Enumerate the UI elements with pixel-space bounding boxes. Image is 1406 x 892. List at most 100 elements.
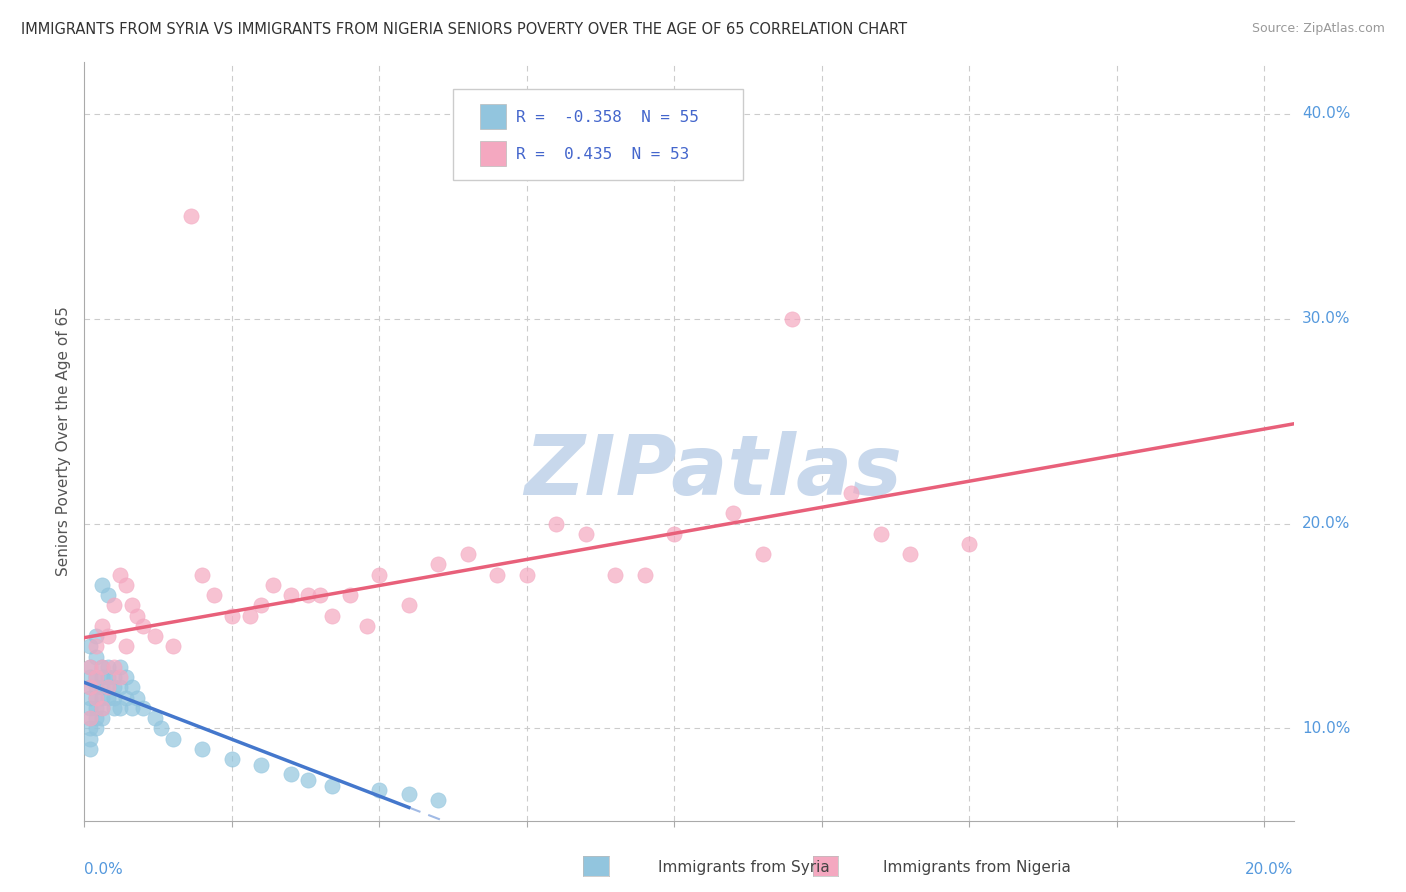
Point	[634, 567, 657, 582]
Point	[202, 588, 225, 602]
Point	[103, 681, 125, 695]
Text: 20.0%: 20.0%	[1302, 516, 1350, 531]
Point	[84, 649, 107, 664]
Bar	[479, 104, 506, 129]
Point	[191, 742, 214, 756]
Point	[91, 619, 114, 633]
Point	[97, 629, 120, 643]
Point	[280, 766, 302, 780]
Point	[108, 701, 131, 715]
Point	[280, 588, 302, 602]
Text: R =  0.435  N = 53: R = 0.435 N = 53	[516, 146, 689, 161]
Point	[121, 681, 143, 695]
Point	[664, 526, 686, 541]
Point	[103, 701, 125, 715]
Point	[79, 711, 101, 725]
Point	[84, 690, 107, 705]
Point	[132, 619, 155, 633]
Point	[486, 567, 509, 582]
Point	[121, 701, 143, 715]
Point	[114, 690, 136, 705]
Point	[97, 681, 120, 695]
Point	[398, 787, 420, 801]
Point	[121, 599, 143, 613]
Point	[84, 701, 107, 715]
Point	[114, 578, 136, 592]
Point	[427, 793, 450, 807]
Point	[605, 567, 627, 582]
Point	[79, 731, 101, 746]
Point	[79, 670, 101, 684]
Point	[575, 526, 598, 541]
Point	[250, 758, 273, 772]
Point	[91, 711, 114, 725]
Point	[143, 629, 166, 643]
Text: Source: ZipAtlas.com: Source: ZipAtlas.com	[1251, 22, 1385, 36]
Point	[79, 690, 101, 705]
Point	[79, 681, 101, 695]
Point	[356, 619, 378, 633]
Point	[114, 640, 136, 654]
Point	[103, 670, 125, 684]
Point	[103, 660, 125, 674]
Point	[898, 547, 921, 561]
Point	[108, 670, 131, 684]
Point	[91, 701, 114, 715]
Point	[97, 690, 120, 705]
Point	[79, 701, 101, 715]
Text: Immigrants from Syria: Immigrants from Syria	[619, 860, 830, 874]
Point	[97, 681, 120, 695]
Point	[839, 485, 862, 500]
Point	[91, 660, 114, 674]
Point	[84, 711, 107, 725]
Point	[79, 681, 101, 695]
Point	[398, 599, 420, 613]
Point	[127, 608, 149, 623]
Point	[143, 711, 166, 725]
Point	[132, 701, 155, 715]
Point	[150, 722, 173, 736]
Point	[339, 588, 361, 602]
Point	[321, 779, 343, 793]
Point	[79, 660, 101, 674]
Point	[103, 690, 125, 705]
Text: 10.0%: 10.0%	[1302, 721, 1350, 736]
Bar	[479, 141, 506, 166]
Text: ZIPatlas: ZIPatlas	[524, 432, 903, 512]
Point	[162, 640, 184, 654]
Point	[221, 608, 243, 623]
Point	[79, 722, 101, 736]
Point	[869, 526, 891, 541]
Point	[91, 701, 114, 715]
Point	[309, 588, 332, 602]
Point	[221, 752, 243, 766]
Point	[91, 660, 114, 674]
Text: 0.0%: 0.0%	[84, 863, 124, 878]
Point	[427, 558, 450, 572]
Point	[79, 660, 101, 674]
Point	[368, 567, 391, 582]
Point	[84, 722, 107, 736]
Point	[79, 742, 101, 756]
Point	[91, 690, 114, 705]
Point	[297, 772, 319, 787]
Point	[546, 516, 568, 531]
Point	[103, 599, 125, 613]
Text: IMMIGRANTS FROM SYRIA VS IMMIGRANTS FROM NIGERIA SENIORS POVERTY OVER THE AGE OF: IMMIGRANTS FROM SYRIA VS IMMIGRANTS FROM…	[21, 22, 907, 37]
Point	[91, 670, 114, 684]
Y-axis label: Seniors Poverty Over the Age of 65: Seniors Poverty Over the Age of 65	[56, 307, 72, 576]
Point	[751, 547, 773, 561]
Point	[162, 731, 184, 746]
Text: 40.0%: 40.0%	[1302, 106, 1350, 121]
Point	[108, 681, 131, 695]
Point	[191, 567, 214, 582]
Point	[84, 670, 107, 684]
Point	[108, 567, 131, 582]
Point	[84, 670, 107, 684]
Text: 30.0%: 30.0%	[1302, 311, 1350, 326]
Point	[780, 311, 803, 326]
Point	[516, 567, 538, 582]
Point	[91, 681, 114, 695]
Point	[97, 588, 120, 602]
Point	[114, 670, 136, 684]
